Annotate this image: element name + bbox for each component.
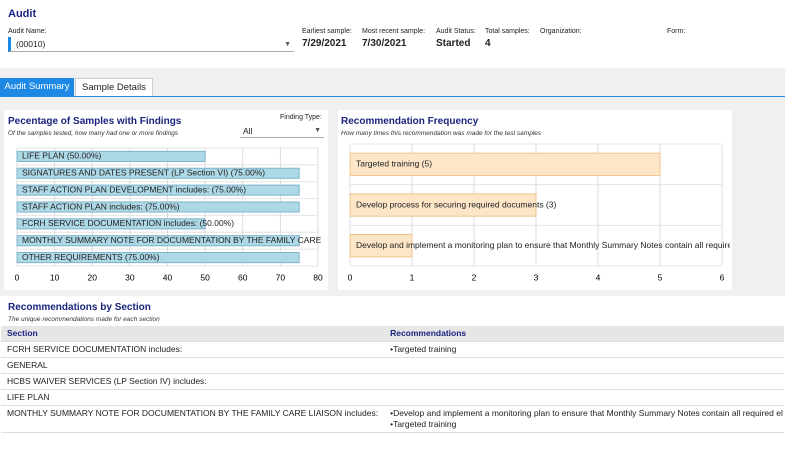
audit-name-label: Audit Name: [8,28,47,35]
x-tick-label: 0 [348,272,353,282]
table-row: HCBS WAIVER SERVICES (LP Section IV) inc… [1,373,784,390]
x-tick-label: 4 [596,272,601,282]
recommendation: •Targeted training [390,419,457,429]
bar-label: STAFF ACTION PLAN includes: (75.00%) [22,201,180,211]
field-label: Earliest sample: [302,28,352,35]
field-value: 4 [485,38,491,49]
x-tick-label: 30 [125,272,135,282]
bar-label: Targeted training (5) [356,159,432,169]
bar-label: LIFE PLAN (50.00%) [22,151,102,161]
section-cell: LIFE PLAN [1,389,385,406]
recommendations-cell [384,389,784,406]
table-wrap: Section Recommendations FCRH SERVICE DOC… [1,326,784,433]
table-header: Section Recommendations [1,326,784,342]
x-tick-label: 2 [472,272,477,282]
x-tick-label: 10 [50,272,60,282]
chart-title: Recommendation Frequency [341,116,479,127]
section-cell: HCBS WAIVER SERVICES (LP Section IV) inc… [1,373,385,390]
tab[interactable]: Sample Details [75,78,153,96]
bar-label: Develop process for securing required do… [356,199,556,209]
field-label: Audit Status: [436,28,476,35]
filter-dropdown[interactable]: All ▼ [240,124,324,138]
filter-value: All [243,126,253,136]
bar [16,252,300,264]
table-subtitle: The unique recommendations made for each… [8,316,160,323]
recommendation: •Targeted training [390,344,457,354]
x-tick-label: 3 [534,272,539,282]
bar [16,184,300,196]
bar [349,193,537,217]
bar [349,152,661,177]
section-cell: GENERAL [1,357,385,374]
bar-label: FCRH SERVICE DOCUMENTATION includes: (50… [22,218,234,228]
recommendations-cell: •Develop and implement a monitoring plan… [384,405,784,433]
recommendations-cell: •Targeted training [384,341,784,358]
field-label: Total samples: [485,28,530,35]
recommendation: •Develop and implement a monitoring plan… [390,408,783,418]
tab-active[interactable]: Audit Summary [0,78,74,96]
x-tick-label: 50 [200,272,210,282]
field-label: Form: [667,28,686,35]
bar [16,235,300,247]
header-panel [0,0,785,68]
audit-name-dropdown[interactable]: (00010) ▼ [8,37,294,52]
x-tick-label: 1 [410,272,415,282]
tab-underline [0,96,785,97]
chart-subtitle: How many times this recommendation was m… [341,130,542,137]
field-value: Started [436,38,471,49]
x-tick-label: 70 [276,272,286,282]
bar [16,218,206,230]
bar-label: SIGNATURES AND DATES PRESENT (LP Section… [22,168,265,178]
bar-label: OTHER REQUIREMENTS (75.00%) [22,252,160,262]
table-row: GENERAL [1,357,784,374]
table-row: LIFE PLAN [1,389,784,406]
header-title: Audit [8,8,37,20]
table-row: MONTHLY SUMMARY NOTE FOR DOCUMENTATION B… [1,405,784,433]
x-tick-label: 80 [313,272,323,282]
chart-title: Pecentage of Samples with Findings [8,116,182,127]
plot: Targeted training (5) Develop process for… [349,152,732,258]
plot: LIFE PLAN (50.00%) SIGNATURES AND DATES P… [16,150,322,264]
bar [16,167,300,179]
x-tick-label: 60 [238,272,248,282]
bar [16,201,300,213]
field-label: Most recent sample: [362,28,426,35]
table-row: FCRH SERVICE DOCUMENTATION includes: •Tar… [1,341,784,358]
column-header: Section [1,326,385,342]
recommendations-cell [384,357,784,374]
section-cell: FCRH SERVICE DOCUMENTATION includes: [1,341,385,358]
bar-label: Develop and implement a monitoring plan … [356,240,732,250]
x-tick-label: 0 [15,272,20,282]
bar-label: MONTHLY SUMMARY NOTE FOR DOCUMENTATION B… [22,235,322,245]
chart-subtitle: Of the samples tested, how many had one … [8,130,179,137]
bar-label: STAFF ACTION PLAN DEVELOPMENT includes: … [22,184,246,194]
filter-label: Finding Type: [280,114,322,121]
bar [16,150,206,162]
field-label: Organization: [540,28,582,35]
section-cell: MONTHLY SUMMARY NOTE FOR DOCUMENTATION B… [1,405,385,433]
recommendations-cell [384,373,784,390]
table-title: Recommendations by Section [8,302,151,313]
field-value: 7/30/2021 [362,38,407,49]
column-header: Recommendations [384,326,784,342]
field-value: 7/29/2021 [302,38,347,49]
recommendations-table: Section Recommendations FCRH SERVICE DOC… [1,326,784,433]
x-tick-label: 5 [658,272,663,282]
x-tick-label: 20 [88,272,98,282]
bar [349,233,413,258]
x-tick-label: 40 [163,272,173,282]
audit-name-value: (00010) [16,39,46,49]
x-tick-label: 6 [720,272,725,282]
